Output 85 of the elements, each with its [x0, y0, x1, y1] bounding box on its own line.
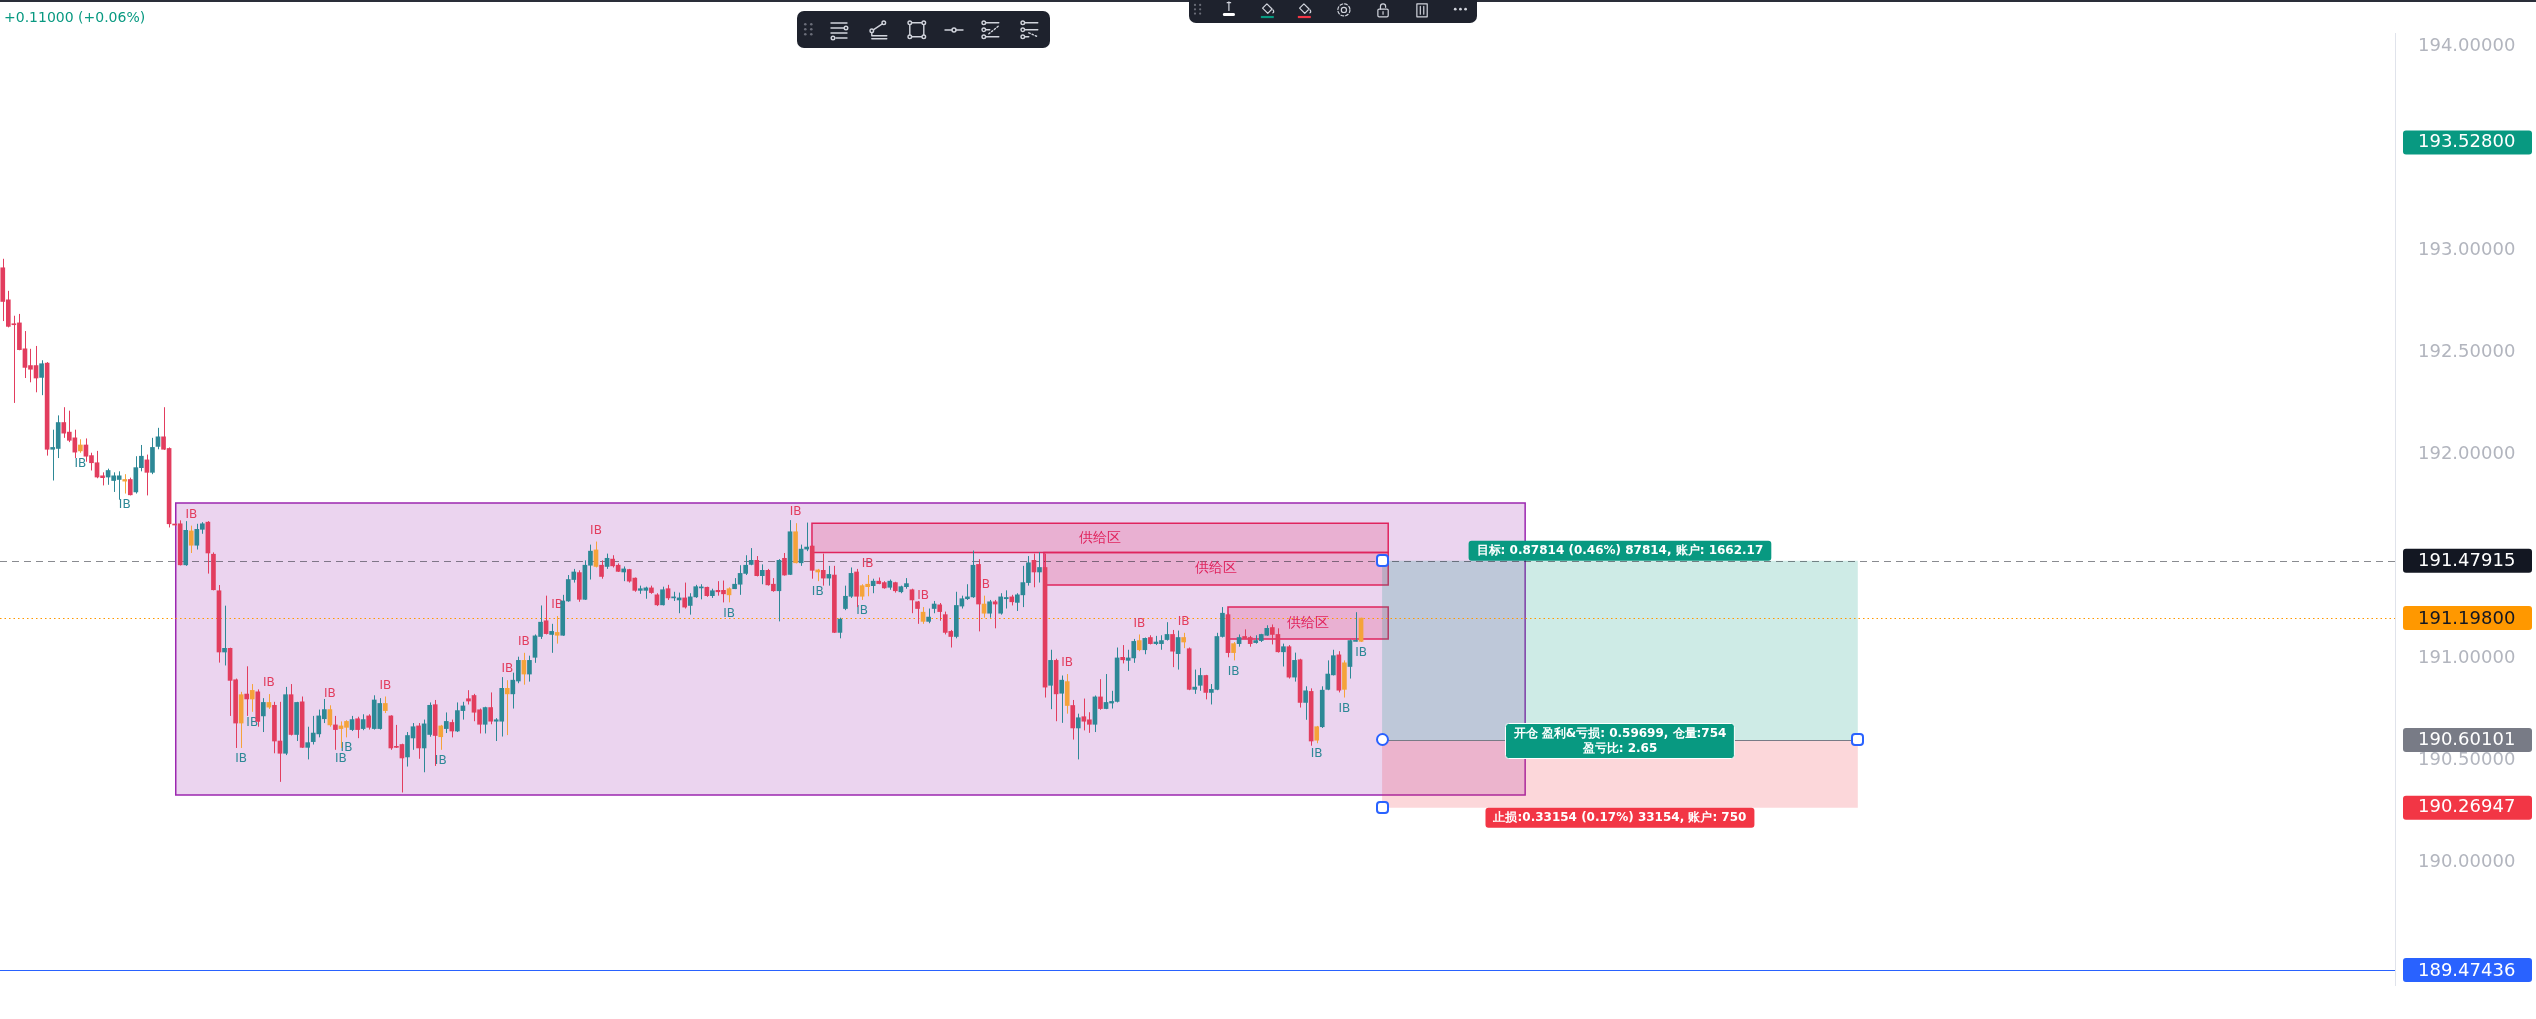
candlestick — [1059, 674, 1064, 724]
candlestick — [554, 615, 560, 645]
candlestick — [527, 655, 532, 683]
candlestick — [1131, 638, 1137, 664]
candlestick — [1281, 643, 1286, 667]
ref-line-label: 191.19800 — [2418, 606, 2516, 628]
text: IB — [1227, 663, 1240, 678]
text: IB — [518, 633, 530, 648]
candlestick — [244, 665, 250, 717]
text: IB — [185, 506, 198, 521]
text: IB — [856, 603, 868, 618]
candlestick — [826, 565, 832, 587]
text: IB — [1133, 615, 1146, 630]
candlestick — [416, 722, 421, 760]
candlestick — [188, 525, 194, 554]
candlestick — [687, 592, 693, 616]
text: IB — [1177, 613, 1190, 628]
candlestick — [261, 697, 266, 733]
candlestick — [549, 623, 554, 654]
candlestick — [1303, 685, 1308, 721]
text: IB — [1355, 645, 1367, 660]
ref-line-label: 189.47436 — [2418, 958, 2516, 980]
text: IB — [335, 751, 347, 766]
candlestick — [39, 359, 44, 396]
text: IB — [917, 588, 929, 603]
candlestick — [1075, 713, 1081, 760]
band-label: 供给区 — [1195, 559, 1238, 576]
text: IB — [262, 675, 275, 690]
y-tick-label: 192.50000 — [2418, 339, 2516, 361]
y-tick-label: 191.00000 — [2418, 646, 2516, 668]
candlestick — [249, 683, 255, 713]
text: IB — [235, 751, 248, 766]
y-tick-label: 192.00000 — [2418, 442, 2516, 464]
text: IB — [434, 752, 447, 767]
text: +0.11000 (+0.06%) — [4, 8, 146, 25]
y-tick-label: 194.00000 — [2418, 33, 2516, 55]
candlestick — [759, 563, 765, 585]
text: IB — [789, 504, 802, 519]
candlestick — [438, 724, 444, 751]
candlestick — [682, 582, 688, 610]
candlestick — [1037, 551, 1042, 584]
ref-line-label: 191.47915 — [2418, 549, 2516, 571]
text: IB — [323, 686, 336, 701]
candlestick — [1125, 649, 1131, 672]
candlestick — [355, 716, 360, 739]
candlestick — [504, 679, 510, 736]
candlestick — [1120, 644, 1125, 664]
text: IB — [501, 661, 514, 676]
candlestick — [782, 552, 787, 577]
band-label: 供给区 — [1287, 613, 1330, 630]
text: IB — [1310, 746, 1323, 761]
text: IB — [118, 496, 131, 511]
text: IB — [1338, 700, 1351, 715]
text: IB — [723, 605, 735, 620]
candlestick — [222, 605, 227, 666]
candlestick — [1070, 699, 1076, 741]
candlestick — [488, 691, 493, 725]
candlestick — [305, 726, 311, 760]
text: IB — [74, 455, 87, 470]
candlestick — [1292, 652, 1297, 683]
candlestick — [155, 427, 161, 450]
band-label: 供给区 — [1079, 528, 1122, 545]
text: IB — [1061, 655, 1074, 670]
candlestick — [1203, 674, 1209, 700]
text: IB — [379, 677, 392, 692]
candlestick — [333, 715, 338, 751]
candlestick — [1231, 641, 1236, 661]
candlestick — [122, 473, 128, 495]
candlestick — [443, 711, 449, 734]
candlestick — [1192, 669, 1198, 695]
band-label: 目标: 0.87814 (0.46%) 87814, 账户: 1662.17 — [1476, 542, 1764, 557]
band-label: 止损:0.33154 (0.17%) 33154, 账户: 750 — [1492, 809, 1747, 824]
annotation: 开仓 盈利&亏损: 0.59699, 仓量:754 盈亏比: 2.65 — [1512, 725, 1727, 755]
candlestick — [1170, 629, 1175, 668]
y-tick-label: 193.00000 — [2418, 237, 2516, 259]
candlestick — [1197, 667, 1203, 692]
y-tick-label: 190.00000 — [2418, 850, 2516, 872]
y-tick-label: 193.52800 — [2418, 130, 2516, 152]
y-tick-label: 190.50000 — [2418, 748, 2516, 770]
candlestick — [1098, 678, 1103, 711]
text: IB — [590, 522, 602, 537]
candlestick — [599, 559, 604, 580]
text: IB — [811, 584, 824, 599]
y-tick-label: 190.26947 — [2418, 795, 2516, 817]
y-tick-label: 190.60101 — [2418, 727, 2516, 749]
